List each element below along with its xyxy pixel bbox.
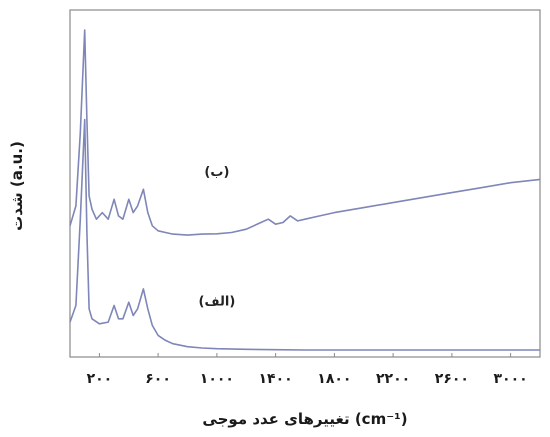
x-tick-layer: ۲۰۰ ۶۰۰ ۱۰۰۰ ۱۴۰۰ ۱۸۰۰ ۲۲۰۰ ۲۶۰۰ ۳۰۰۰ — [87, 353, 528, 387]
x-tick-label: ۲۶۰۰ — [435, 371, 469, 387]
annotation-layer: (ب) (الف) — [199, 165, 236, 310]
series-layer — [69, 29, 541, 351]
series-annotation-1: (ب) — [204, 165, 229, 180]
x-tick-label: ۶۰۰ — [145, 371, 171, 387]
plot-frame — [69, 9, 541, 358]
series-annotation-2: (الف) — [199, 295, 236, 310]
x-tick-label: ۱۸۰۰ — [317, 371, 351, 387]
x-tick-label: ۲۰۰ — [87, 371, 113, 387]
series-line-2 — [69, 118, 540, 351]
x-tick-label: ۱۴۰۰ — [259, 371, 293, 387]
y-axis-label: شدت (a.u.) — [8, 141, 26, 231]
x-tick-label: ۱۰۰۰ — [200, 371, 234, 387]
x-tick-label: ۲۲۰۰ — [376, 371, 410, 387]
x-axis-label: تغییرهای عدد موجی (cm⁻¹) — [202, 410, 407, 428]
x-tick-label: ۳۰۰۰ — [494, 371, 528, 387]
series-line-1 — [69, 29, 541, 236]
